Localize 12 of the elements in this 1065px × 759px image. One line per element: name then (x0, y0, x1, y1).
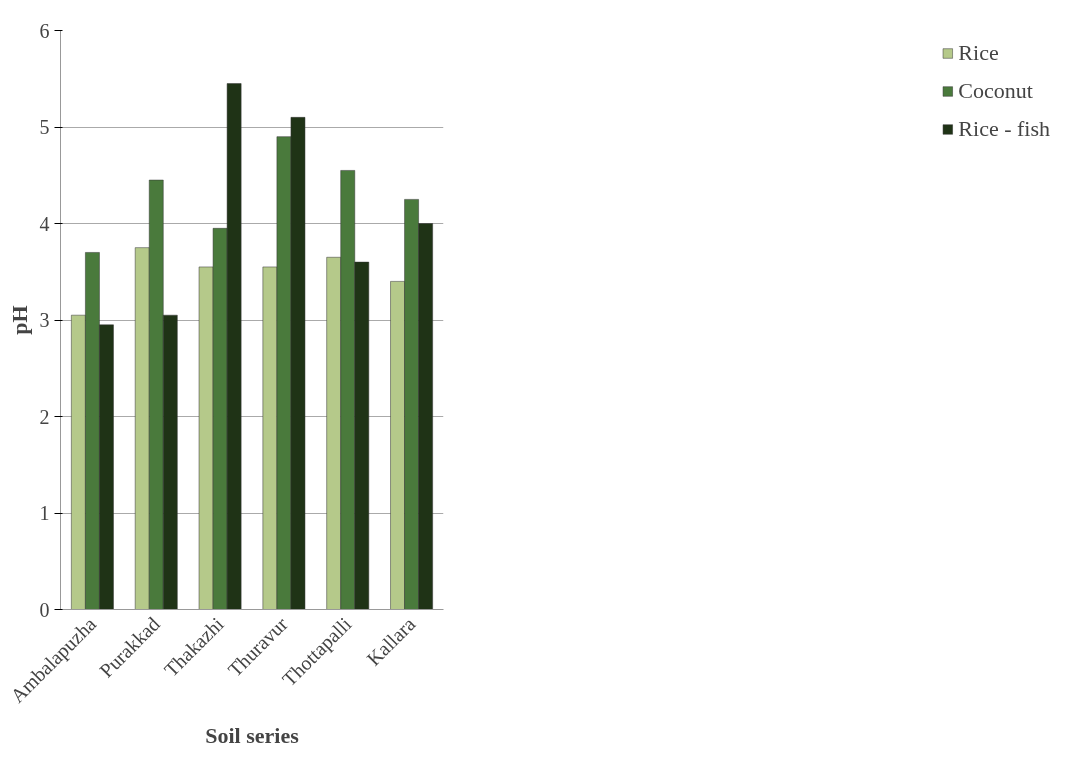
y-tick-label: 1 (39, 502, 50, 524)
legend-label: Rice - fish (958, 116, 1050, 142)
y-tick-label: 2 (39, 405, 50, 428)
x-axis-title: Soil series (205, 722, 300, 748)
y-tick-label: 3 (39, 309, 50, 331)
legend-label: Rice (958, 40, 999, 66)
legend-label: Coconut (958, 78, 1033, 104)
y-tick-label: 5 (39, 116, 50, 138)
y-axis-title: pH (6, 305, 32, 335)
y-tick-label: 0 (39, 598, 50, 621)
y-tick-label: 4 (39, 212, 50, 235)
y-tick-label: 6 (39, 19, 50, 42)
